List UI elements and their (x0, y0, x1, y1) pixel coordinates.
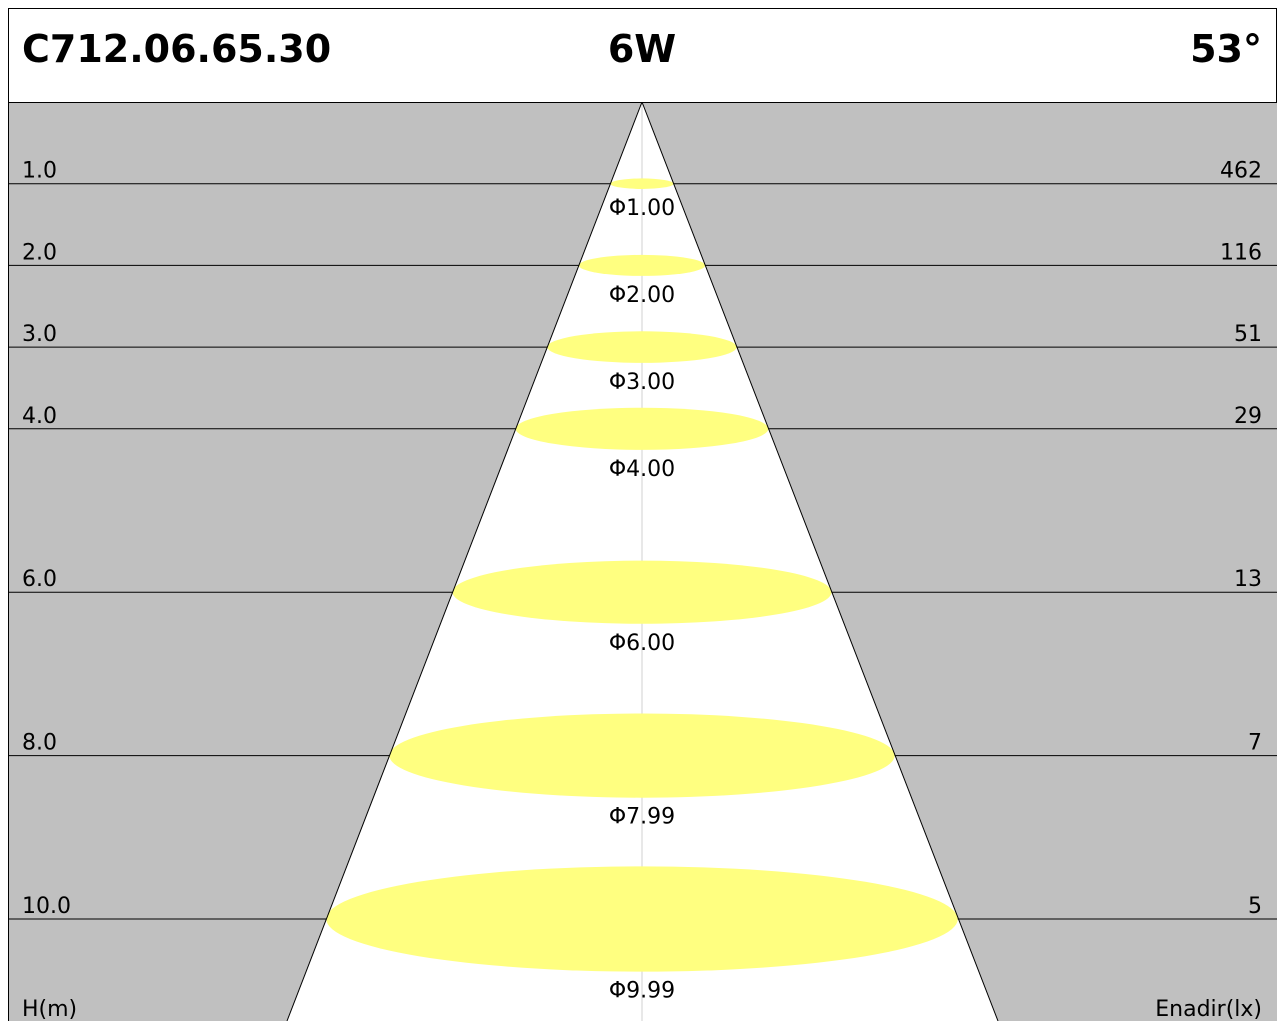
cone-edge (286, 101, 643, 1022)
lux-label: 5 (1248, 894, 1262, 919)
lux-unit: Enadir(lx) (1155, 997, 1262, 1021)
light-spot (578, 254, 706, 276)
light-spot (326, 866, 958, 972)
angle: 53° (1190, 27, 1262, 71)
diameter-label: Φ6.00 (609, 631, 675, 656)
light-spot (515, 407, 769, 450)
height-label: 6.0 (22, 567, 57, 592)
height-label: 1.0 (22, 159, 57, 184)
height-label: 2.0 (22, 240, 57, 265)
lux-label: 51 (1234, 322, 1262, 347)
diameter-label: Φ2.00 (609, 283, 675, 308)
light-spot (389, 713, 895, 798)
power: 6W (608, 27, 676, 71)
diameter-label: Φ9.99 (609, 979, 675, 1004)
diameter-label: Φ1.00 (609, 196, 675, 221)
height-label: 3.0 (22, 322, 57, 347)
lux-label: 13 (1234, 567, 1262, 592)
diameter-label: Φ3.00 (609, 370, 675, 395)
diameter-label: Φ7.99 (609, 805, 675, 830)
lux-label: 29 (1234, 404, 1262, 429)
light-spot (610, 178, 674, 189)
header-box (8, 8, 1277, 103)
height-label: 8.0 (22, 731, 57, 756)
lux-label: 7 (1248, 731, 1262, 756)
light-spot (547, 331, 737, 363)
cone-edge (641, 101, 999, 1022)
diameter-label: Φ4.00 (609, 457, 675, 482)
height-label: 4.0 (22, 404, 57, 429)
height-label: 10.0 (22, 894, 71, 919)
light-spot (452, 560, 832, 624)
code: C712.06.65.30 (22, 27, 331, 71)
lux-label: 462 (1220, 159, 1262, 184)
height-unit: H(m) (22, 997, 77, 1021)
lux-label: 116 (1220, 240, 1262, 265)
